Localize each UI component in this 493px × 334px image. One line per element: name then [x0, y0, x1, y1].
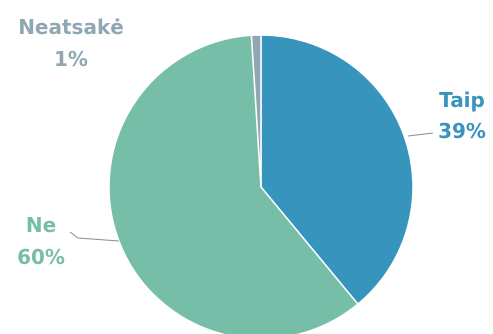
- slice-label-ne: Ne: [26, 213, 56, 237]
- leader-lines: [69, 132, 434, 242]
- pie-slice-taip: [260, 34, 414, 306]
- pie-slice-neatsake: [250, 34, 262, 188]
- pie-slice-ne: [108, 34, 359, 334]
- pie-slices: [108, 34, 414, 334]
- slice-value-taip: 39%: [438, 119, 486, 143]
- leader-line-taip: [407, 132, 434, 137]
- slice-label-neatsake: Neatsakė: [18, 15, 124, 39]
- slice-label-taip: Taip: [439, 88, 485, 112]
- slice-value-neatsake: 1%: [54, 47, 88, 71]
- slice-value-ne: 60%: [17, 245, 65, 269]
- leader-line-ne: [69, 231, 120, 242]
